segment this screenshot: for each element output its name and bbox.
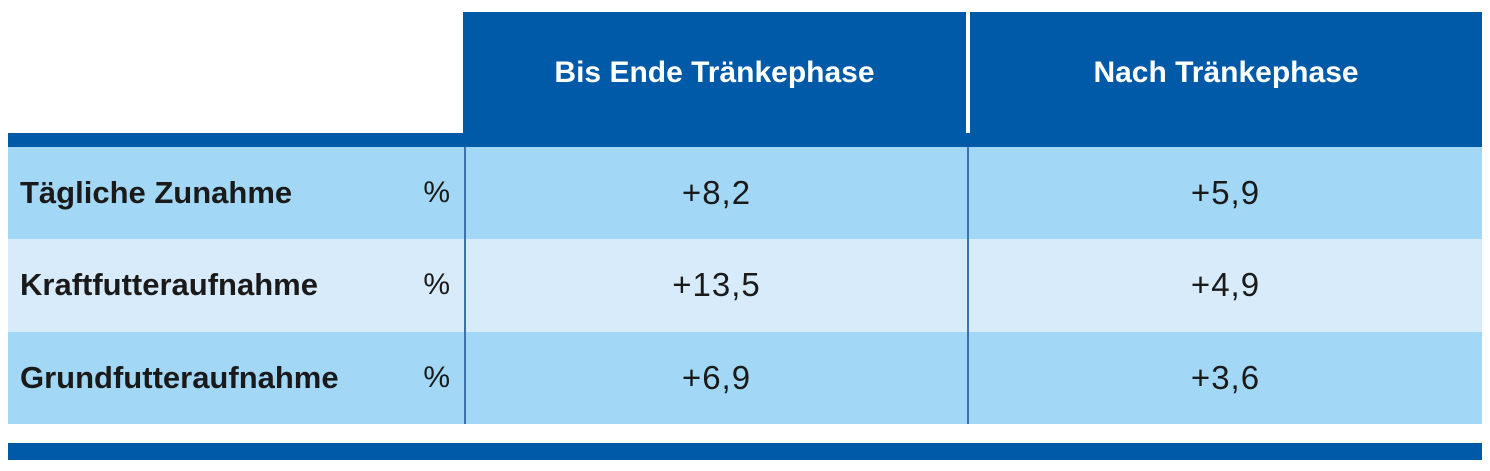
- column-divider: [967, 239, 969, 332]
- row-unit: %: [423, 360, 450, 394]
- value-cell-bis-ende: +6,9: [466, 332, 967, 424]
- table-row-taegliche-zunahme: Tägliche Zunahme % +8,2 +5,9: [8, 147, 1482, 240]
- column-divider: [967, 331, 969, 424]
- value-cell-bis-ende: +13,5: [466, 239, 967, 331]
- value-cell-nach: +5,9: [969, 147, 1482, 239]
- header-divider-bar: [8, 133, 1482, 147]
- column-divider: [464, 239, 466, 332]
- column-header-nach-traenkephase: Nach Tränkephase: [970, 12, 1482, 133]
- column-divider: [967, 147, 969, 240]
- table-row-grundfutteraufnahme: Grundfutteraufnahme % +6,9 +3,6: [8, 331, 1482, 424]
- row-label: Tägliche Zunahme: [20, 175, 293, 211]
- value: +6,9: [681, 358, 752, 396]
- value: +5,9: [1190, 174, 1261, 212]
- table-row-kraftfutteraufnahme: Kraftfutteraufnahme % +13,5 +4,9: [8, 239, 1482, 332]
- column-header-bis-ende-traenkephase: Bis Ende Tränkephase: [463, 12, 966, 133]
- column-divider: [464, 331, 466, 424]
- value: +3,6: [1190, 358, 1261, 396]
- row-label-cell: Kraftfutteraufnahme %: [8, 239, 464, 331]
- value-cell-bis-ende: +8,2: [466, 147, 967, 239]
- row-label-cell: Grundfutteraufnahme %: [8, 332, 464, 424]
- column-divider: [464, 147, 466, 240]
- value: +4,9: [1190, 266, 1261, 304]
- value-cell-nach: +3,6: [969, 332, 1482, 424]
- bottom-accent-bar: [8, 443, 1482, 460]
- row-label-cell: Tägliche Zunahme %: [8, 147, 464, 239]
- value: +8,2: [681, 174, 752, 212]
- row-label: Kraftfutteraufnahme: [20, 267, 318, 303]
- table-body: Tägliche Zunahme % +8,2 +5,9 Kraftfutter…: [8, 147, 1482, 424]
- row-label: Grundfutteraufnahme: [20, 359, 339, 395]
- column-header-label: Nach Tränkephase: [1093, 55, 1359, 89]
- column-header-label: Bis Ende Tränkephase: [554, 55, 875, 89]
- value-cell-nach: +4,9: [969, 239, 1482, 331]
- row-unit: %: [423, 176, 450, 210]
- value: +13,5: [672, 266, 761, 304]
- row-unit: %: [423, 268, 450, 302]
